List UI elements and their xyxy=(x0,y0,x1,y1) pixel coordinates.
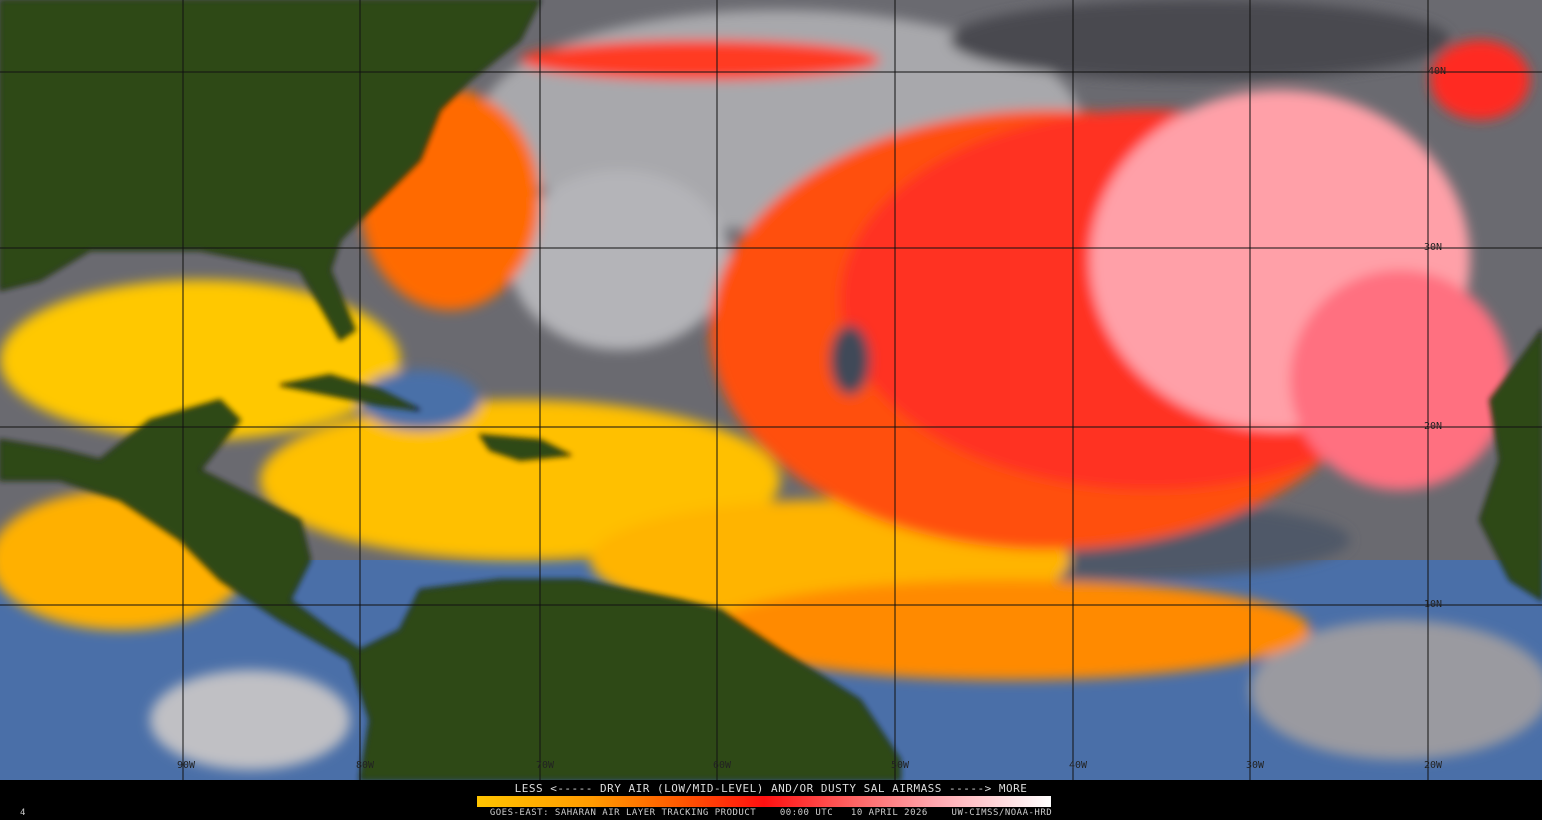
sal-satellite-image xyxy=(0,0,1542,780)
lon-label-90w: 90W xyxy=(177,760,196,771)
lat-lon-grid xyxy=(0,0,1542,780)
product-footer: GOES-EAST: SAHARAN AIR LAYER TRACKING PR… xyxy=(0,808,1542,818)
time-stamp: 00:00 UTC xyxy=(779,808,834,818)
land-africa xyxy=(1479,328,1542,601)
credit: UW-CIMSS/NOAA-HRD xyxy=(951,808,1053,818)
lon-label-60w: 60W xyxy=(713,760,732,771)
land-north-america xyxy=(0,0,541,342)
lon-label-30w: 30W xyxy=(1246,760,1265,771)
date-stamp: 10 APRIL 2026 xyxy=(850,808,928,818)
lat-label-30n: 30N xyxy=(1424,242,1443,253)
dry-air-region-gulf xyxy=(0,280,400,440)
land-cuba xyxy=(279,374,421,411)
land-central-south-america xyxy=(0,399,901,780)
color-scale-bar xyxy=(477,796,1051,807)
land-hispaniola xyxy=(478,434,573,461)
lat-label-10n: 10N xyxy=(1424,599,1443,610)
lon-label-40w: 40W xyxy=(1069,760,1088,771)
lon-label-50w: 50W xyxy=(891,760,910,771)
lat-label-40n: 40N xyxy=(1428,66,1447,77)
frame-number: 4 xyxy=(20,808,26,818)
product-name: GOES-EAST: SAHARAN AIR LAYER TRACKING PR… xyxy=(489,808,757,818)
lon-label-70w: 70W xyxy=(536,760,555,771)
lon-label-20w: 20W xyxy=(1424,760,1443,771)
lon-label-80w: 80W xyxy=(356,760,375,771)
legend-title: LESS <----- DRY AIR (LOW/MID-LEVEL) AND/… xyxy=(514,782,1028,795)
lat-label-20n: 20N xyxy=(1424,421,1443,432)
